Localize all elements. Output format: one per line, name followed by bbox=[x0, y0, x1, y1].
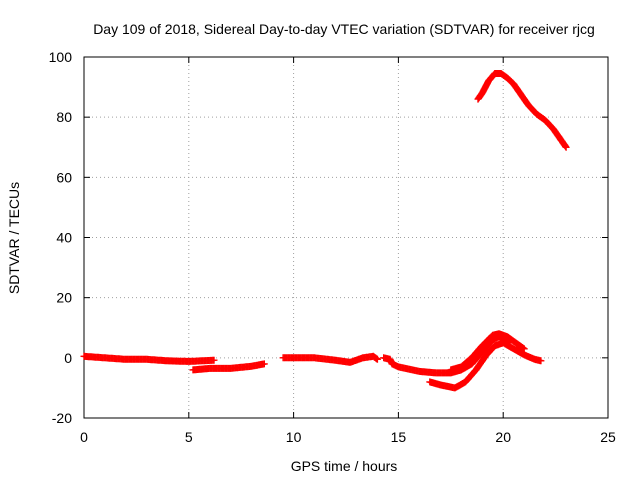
x-tick-label: 25 bbox=[600, 429, 616, 445]
series-track-4 bbox=[380, 333, 513, 377]
series-track-7 bbox=[474, 70, 570, 151]
y-axis-label: SDTVAR / TECUs bbox=[6, 182, 22, 294]
data-point bbox=[210, 356, 218, 364]
y-tick-label: 100 bbox=[49, 49, 73, 65]
data-point bbox=[260, 360, 268, 368]
x-axis-label: GPS time / hours bbox=[291, 458, 398, 474]
chart-title: Day 109 of 2018, Sidereal Day-to-day VTE… bbox=[93, 21, 595, 37]
y-tick-label: -20 bbox=[52, 410, 72, 426]
x-tick-label: 20 bbox=[495, 429, 511, 445]
data-point bbox=[562, 143, 570, 151]
x-tick-label: 15 bbox=[391, 429, 407, 445]
y-tick-label: 0 bbox=[64, 350, 72, 366]
data-point bbox=[373, 355, 381, 363]
x-tick-label: 10 bbox=[286, 429, 302, 445]
series-track-6 bbox=[447, 330, 528, 374]
x-tick-label: 5 bbox=[185, 429, 193, 445]
series-track-2 bbox=[189, 360, 268, 374]
series-track-1 bbox=[80, 352, 218, 365]
y-tick-label: 60 bbox=[56, 169, 72, 185]
series-track-5 bbox=[426, 339, 545, 392]
data-point bbox=[520, 345, 528, 353]
x-tick-label: 0 bbox=[80, 429, 88, 445]
grid-layer bbox=[84, 57, 608, 418]
y-tick-label: 80 bbox=[56, 109, 72, 125]
data-layer bbox=[80, 70, 570, 392]
data-point bbox=[537, 357, 545, 365]
series-track-3 bbox=[279, 352, 381, 366]
tick-layer: 0 5 10 15 20 25 -20 0 20 40 60 80 100 bbox=[49, 49, 616, 445]
y-tick-label: 20 bbox=[56, 290, 72, 306]
y-tick-label: 40 bbox=[56, 230, 72, 246]
